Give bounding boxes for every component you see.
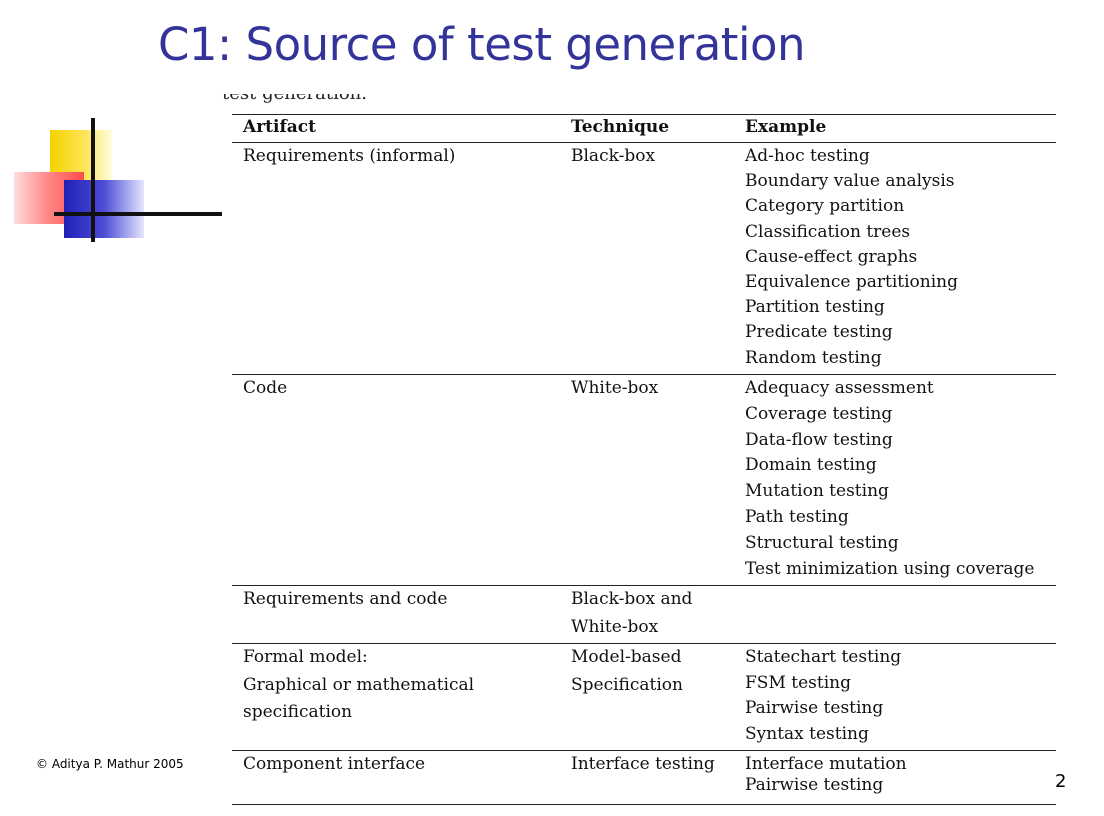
cropped-caption: test generation. (222, 94, 422, 108)
example-item: Adequacy assessment (745, 378, 934, 398)
horizontal-line-shape (54, 212, 222, 216)
example-item: Path testing (745, 507, 849, 527)
example-item: Partition testing (745, 297, 885, 318)
vertical-line-shape (91, 118, 95, 242)
example-item: Boundary value analysis (745, 171, 955, 192)
technique-cell: White-box (571, 378, 659, 398)
header-rule (232, 142, 1056, 143)
artifact-cell: Formal model: (243, 647, 368, 667)
header-example: Example (745, 117, 827, 137)
technique-cell: Black-box (571, 146, 656, 166)
artifact-cell: Requirements (informal) (243, 146, 456, 166)
example-item: Ad-hoc testing (745, 146, 870, 166)
technique-cell: Specification (571, 674, 683, 695)
row-divider (232, 750, 1056, 751)
header-artifact: Artifact (243, 117, 316, 137)
example-item: Structural testing (745, 532, 899, 553)
example-item: Interface mutation (745, 754, 907, 774)
copyright-footer: © Aditya P. Mathur 2005 (36, 757, 184, 771)
example-item: Test minimization using coverage (745, 558, 1035, 579)
example-item: Predicate testing (745, 322, 893, 343)
decorative-squares-graphic (0, 0, 230, 250)
example-item: Category partition (745, 196, 905, 217)
table-top-rule (232, 114, 1056, 115)
example-item: Syntax testing (745, 724, 869, 745)
header-technique: Technique (571, 117, 670, 137)
artifact-cell: Component interface (243, 754, 426, 774)
slide-title: C1: Source of test generation (158, 18, 806, 71)
example-item: Classification trees (745, 221, 911, 242)
artifact-cell: Code (243, 378, 288, 398)
cropped-caption-text: test generation. (222, 94, 367, 104)
example-item: Mutation testing (745, 481, 889, 502)
example-item: Equivalence partitioning (745, 272, 958, 292)
technique-cell: White-box (571, 617, 659, 637)
technique-cell: Interface testing (571, 754, 715, 774)
row-divider (232, 643, 1056, 644)
blue-square-shape (64, 180, 144, 238)
artifact-cell: Graphical or mathematical (243, 674, 475, 695)
row-divider (232, 585, 1056, 586)
example-item: Domain testing (745, 455, 877, 476)
page-number: 2 (1055, 771, 1067, 792)
technique-cell: Black-box and (571, 589, 693, 609)
row-divider (232, 374, 1056, 375)
example-item: Pairwise testing (745, 775, 884, 795)
example-item: Statechart testing (745, 647, 902, 667)
artifact-cell: specification (243, 702, 353, 722)
example-item: Data-flow testing (745, 429, 893, 450)
artifact-cell: Requirements and code (243, 589, 448, 609)
example-item: Coverage testing (745, 403, 893, 424)
row-divider (232, 804, 1056, 805)
example-item: Random testing (745, 347, 882, 368)
technique-cell: Model-based (571, 647, 682, 667)
example-item: Pairwise testing (745, 698, 884, 719)
example-item: Cause-effect graphs (745, 246, 918, 267)
example-item: FSM testing (745, 672, 851, 693)
